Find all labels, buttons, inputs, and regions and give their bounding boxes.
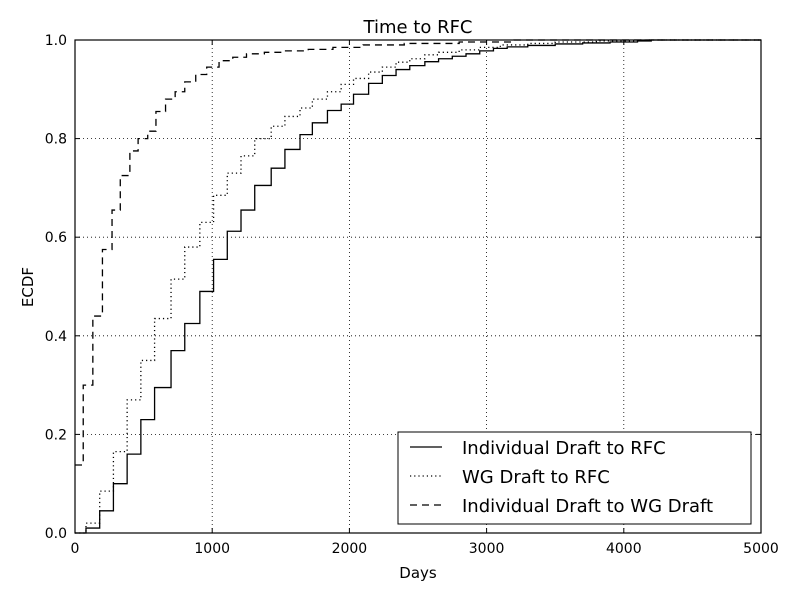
y-tick-label: 0.8 [45, 132, 67, 148]
x-tick-label: 3000 [469, 541, 505, 557]
y-tick-label: 0.2 [45, 427, 67, 443]
series-line-2 [75, 39, 761, 466]
x-tick-label: 5000 [743, 541, 779, 557]
y-tick-label: 0.4 [45, 329, 67, 345]
x-axis-label: Days [399, 564, 437, 582]
x-tick-labels: 0 1000 2000 3000 4000 5000 [71, 541, 779, 557]
y-axis-label: ECDF [19, 267, 37, 307]
x-tick-label: 0 [71, 541, 80, 557]
series-lines [75, 39, 761, 534]
plot-frame [74, 39, 762, 534]
y-tick-label: 0.0 [45, 526, 67, 542]
legend-label-individual-to-wg: Individual Draft to WG Draft [462, 496, 713, 517]
x-tick-label: 1000 [194, 541, 230, 557]
x-tick-label: 4000 [606, 541, 642, 557]
y-tick-label: 0.6 [45, 230, 67, 246]
legend-label-individual-to-rfc: Individual Draft to RFC [462, 438, 666, 459]
legend: Individual Draft to RFC WG Draft to RFC … [397, 431, 752, 525]
legend-label-wg-to-rfc: WG Draft to RFC [462, 467, 610, 488]
y-tick-label: 1.0 [45, 33, 67, 49]
x-tick-label: 2000 [332, 541, 368, 557]
axis-ticks [74, 39, 762, 534]
legend-box [397, 431, 752, 525]
y-tick-labels: 0.0 0.2 0.4 0.6 0.8 1.0 [45, 33, 67, 542]
chart-title: Time to RFC [363, 17, 473, 38]
series-line-0 [75, 39, 761, 534]
